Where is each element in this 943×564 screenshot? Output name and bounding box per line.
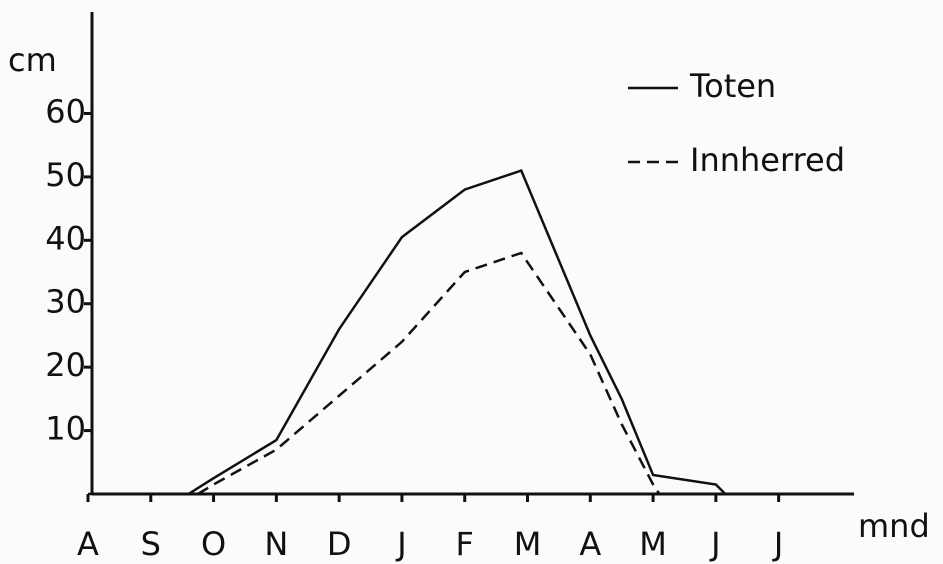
x-tick-label: S <box>141 525 161 563</box>
legend-label: Innherred <box>690 141 845 179</box>
y-tick-label: 60 <box>45 92 86 130</box>
y-axis-label: cm <box>8 41 57 79</box>
x-tick-label: M <box>639 525 667 563</box>
x-tick-label: J <box>709 525 720 563</box>
line <box>88 168 779 496</box>
x-tick-label: J <box>772 525 783 563</box>
x-tick-label: A <box>77 525 99 563</box>
y-tick-label: 20 <box>45 346 86 384</box>
line <box>197 251 661 496</box>
y-tick-label: 30 <box>45 283 86 321</box>
y-tick-label: 50 <box>45 156 86 194</box>
x-tick-label: F <box>456 525 474 563</box>
y-tick-label: 10 <box>45 410 86 448</box>
x-tick-label: N <box>264 525 288 563</box>
x-tick-label: J <box>395 525 406 563</box>
x-axis-label: mnd <box>858 507 930 545</box>
x-tick-label: O <box>201 525 226 563</box>
x-tick-label: A <box>579 525 601 563</box>
x-tick-label: D <box>327 525 352 563</box>
x-tick-label: M <box>514 525 542 563</box>
y-tick-label: 40 <box>45 219 86 257</box>
legend-label: Toten <box>689 67 776 105</box>
